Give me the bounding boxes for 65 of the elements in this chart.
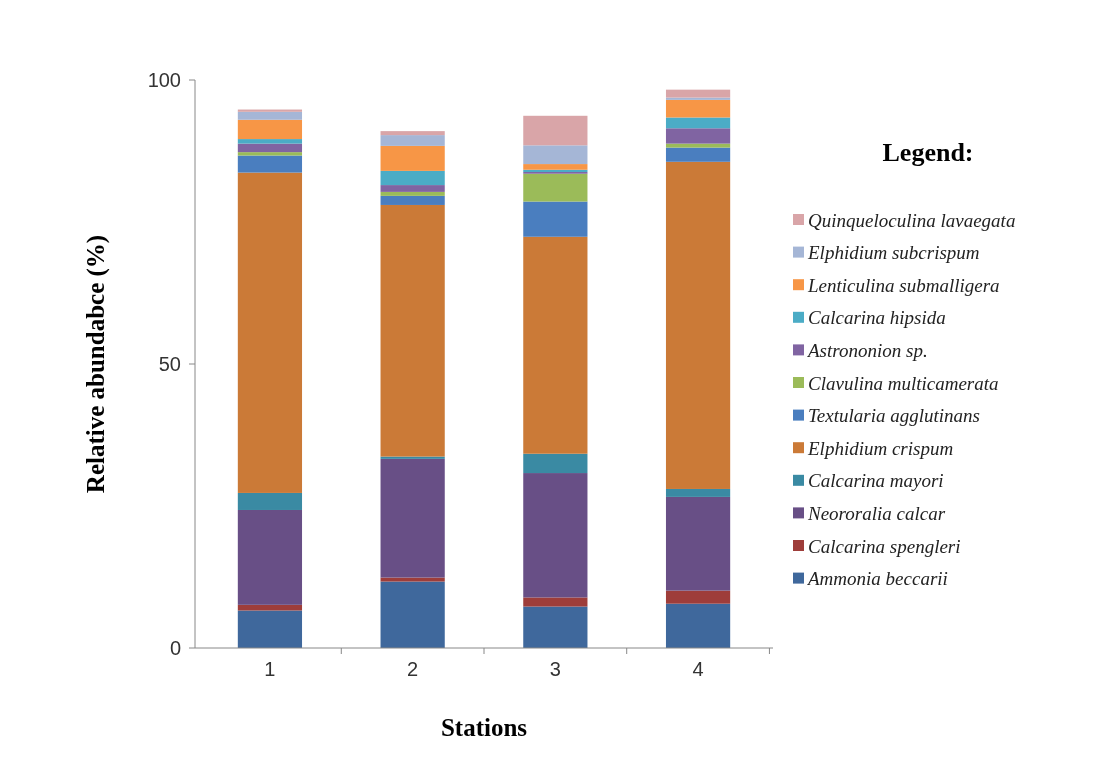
legend-title: Legend: — [882, 138, 974, 167]
bar — [665, 603, 731, 648]
bar — [237, 172, 303, 493]
legend-label: Calcarina mayori — [808, 470, 944, 492]
bar — [237, 139, 303, 144]
legend-label: Astrononion sp. — [806, 340, 928, 362]
bar — [523, 145, 588, 165]
bar — [237, 152, 303, 156]
x-tick-label: 4 — [692, 658, 704, 680]
legend-label: Calcarina spengleri — [808, 535, 961, 557]
bar — [237, 111, 303, 120]
legend-label: Ammonia beccarii — [806, 568, 948, 590]
legend-label: Lenticulina submalligera — [807, 274, 1000, 296]
bar — [380, 170, 445, 186]
bar — [665, 143, 731, 148]
bar — [523, 597, 588, 607]
bar — [523, 173, 588, 202]
bar — [237, 509, 303, 605]
bar — [665, 590, 731, 604]
x-axis-title: Stations — [440, 714, 528, 741]
bar — [665, 99, 731, 118]
bar — [380, 204, 445, 457]
y-axis-title: Relative abundabce (%) — [82, 234, 110, 494]
bar — [380, 191, 445, 196]
bar — [665, 117, 731, 129]
x-tick-label: 3 — [549, 658, 561, 680]
bar — [237, 492, 303, 510]
bar — [237, 143, 303, 153]
bar — [665, 488, 731, 497]
bar — [380, 131, 445, 136]
bar — [523, 473, 588, 598]
bar — [665, 161, 731, 489]
legend-label: Quinqueloculina lavaegata — [808, 209, 1016, 231]
legend-label: Clavulina multicamerata — [808, 372, 999, 394]
bar — [665, 496, 731, 591]
legend-label: Elphidium crispum — [807, 437, 954, 459]
bar — [523, 201, 588, 237]
x-tick-label: 2 — [407, 658, 419, 680]
bar — [665, 128, 731, 144]
bar — [237, 119, 303, 140]
legend-label: Calcarina hipsida — [808, 307, 946, 329]
legend-label: Elphidium subcrispum — [807, 242, 980, 264]
legend-label: Neororalia calcar — [807, 503, 946, 525]
bar — [523, 236, 588, 454]
x-tick-label: 1 — [264, 658, 276, 680]
bar — [380, 185, 445, 192]
y-tick-label: 0 — [169, 637, 181, 659]
bar — [665, 89, 731, 98]
legend-label: Textularia agglutinans — [808, 405, 980, 427]
bar — [665, 147, 731, 162]
bar — [523, 115, 588, 146]
bar — [237, 155, 303, 173]
bar — [523, 164, 588, 170]
bar — [380, 458, 445, 578]
bar — [380, 577, 445, 582]
bar — [380, 581, 445, 648]
bar — [237, 610, 303, 648]
y-tick-label: 50 — [158, 353, 181, 375]
bar — [523, 453, 588, 474]
bar — [380, 145, 445, 171]
bar — [237, 604, 303, 611]
bar — [380, 135, 445, 146]
bar — [523, 606, 588, 648]
bar — [380, 195, 445, 205]
y-tick-label: 100 — [147, 69, 181, 91]
